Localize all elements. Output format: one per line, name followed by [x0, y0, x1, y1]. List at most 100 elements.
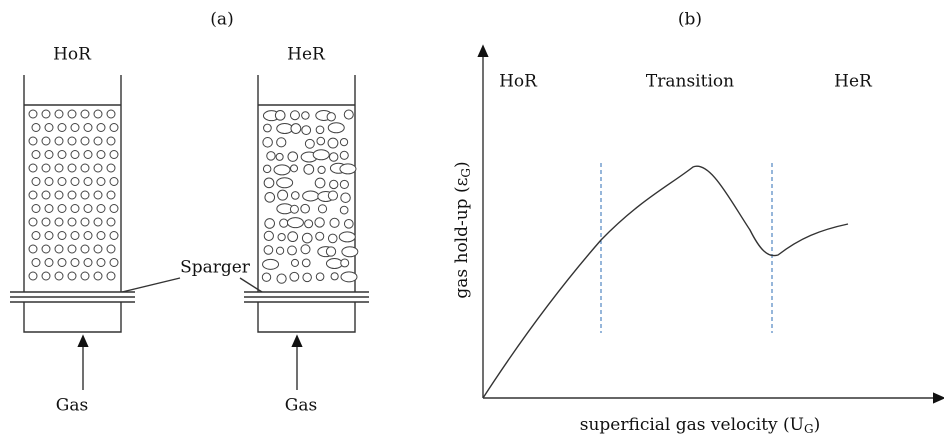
bubble	[289, 110, 300, 121]
bubble	[109, 204, 119, 213]
bubble	[41, 163, 51, 173]
bubble	[41, 217, 51, 227]
bubble	[57, 150, 67, 159]
bubble	[83, 123, 93, 132]
bubble	[330, 272, 339, 281]
column-label: HeR	[287, 45, 326, 65]
bubble	[109, 177, 119, 186]
bubble	[57, 204, 67, 213]
bubble	[343, 218, 354, 229]
column-label: HoR	[53, 45, 92, 65]
bubble	[80, 244, 90, 254]
bubble	[312, 149, 330, 161]
bubble	[301, 125, 312, 136]
bubble	[93, 136, 103, 146]
bubble	[57, 258, 67, 267]
bubble	[301, 111, 310, 120]
bubble	[328, 152, 339, 162]
bubble	[289, 204, 299, 214]
bubble	[339, 205, 349, 215]
bubble	[109, 258, 119, 267]
bubble	[83, 231, 93, 240]
bubble	[326, 112, 336, 122]
leader-line	[239, 277, 263, 293]
bubble	[109, 231, 119, 240]
bubble	[41, 190, 51, 200]
bubble	[31, 231, 41, 240]
sparger-label: Sparger	[180, 258, 251, 278]
bubble	[57, 177, 67, 186]
bubble	[317, 165, 326, 175]
region-label: HoR	[499, 72, 538, 92]
bubble	[315, 231, 325, 241]
bubble	[31, 150, 41, 159]
bubble	[80, 163, 90, 173]
curve	[482, 165, 849, 399]
bubble	[290, 164, 299, 173]
bubble	[343, 109, 354, 120]
y-axis-sub: G	[459, 168, 473, 178]
bubble	[80, 271, 90, 281]
bubble	[290, 123, 302, 134]
bubble	[54, 163, 64, 173]
bubble	[80, 136, 90, 146]
bubble	[106, 163, 116, 173]
bubble	[327, 190, 339, 201]
bubble	[31, 204, 41, 213]
bubble	[67, 136, 77, 146]
bubble	[327, 233, 338, 244]
bubble	[263, 245, 274, 255]
bubble	[31, 177, 41, 186]
y-axis-text: gas hold-up (ε	[452, 177, 472, 298]
x-axis-text: superficial gas velocity (U	[580, 415, 804, 435]
bubble	[273, 164, 291, 176]
bubble	[67, 190, 77, 200]
bubble	[44, 258, 54, 267]
bubble	[304, 219, 314, 229]
bubble	[262, 137, 273, 148]
bubble	[302, 272, 312, 283]
bubble	[93, 217, 103, 227]
bubble	[339, 163, 357, 175]
y-axis-close: )	[452, 161, 472, 168]
bubble	[339, 137, 349, 147]
bubble	[276, 273, 287, 284]
bubble	[28, 109, 38, 119]
bubble	[290, 258, 299, 267]
bubble	[96, 123, 106, 132]
gas-label: Gas	[285, 396, 317, 416]
bubble	[54, 190, 64, 200]
bubble	[67, 244, 77, 254]
bubble	[286, 217, 304, 229]
bubble	[106, 271, 116, 281]
bubble	[54, 244, 64, 254]
bubble	[266, 151, 276, 161]
panel-label: (a)	[210, 10, 233, 30]
bubble	[44, 204, 54, 213]
bubble	[275, 152, 284, 161]
bubble	[314, 217, 325, 228]
bubble	[325, 258, 343, 270]
bubble	[31, 258, 41, 267]
bubble	[44, 123, 54, 132]
bubble	[314, 177, 326, 189]
bubble	[276, 177, 294, 189]
bubble	[315, 272, 325, 281]
bubble	[70, 123, 80, 132]
bubble	[301, 232, 313, 244]
bubble	[67, 109, 77, 119]
bubble	[304, 138, 315, 149]
bubble	[327, 122, 345, 134]
bubble	[28, 244, 38, 254]
bubble	[316, 136, 326, 146]
bubble	[57, 123, 67, 132]
bubble	[80, 217, 90, 227]
bubble	[263, 123, 272, 133]
bubble	[329, 179, 339, 190]
bubble	[109, 150, 119, 159]
column-hor	[10, 75, 135, 390]
bubble	[263, 230, 274, 241]
bubble	[67, 163, 77, 173]
bubble	[83, 177, 93, 186]
bubble	[80, 109, 90, 119]
